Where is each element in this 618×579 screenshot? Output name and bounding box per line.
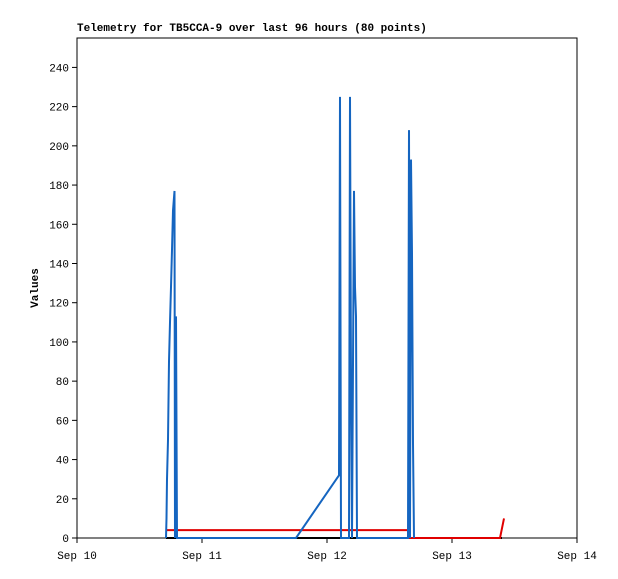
chart-title: Telemetry for TB5CCA-9 over last 96 hour… — [77, 23, 427, 35]
y-tick-label: 100 — [49, 338, 69, 350]
y-tick-label: 200 — [49, 142, 69, 154]
data-line — [166, 518, 505, 539]
y-tick-label: 220 — [49, 103, 69, 115]
y-tick-label: 180 — [49, 181, 69, 193]
x-tick-label: Sep 10 — [57, 551, 97, 563]
y-tick-label: 80 — [56, 377, 69, 389]
y-tick-label: 120 — [49, 299, 69, 311]
x-tick-label: Sep 11 — [182, 551, 222, 563]
y-tick-label: 240 — [49, 63, 69, 75]
y-tick-label: 40 — [56, 456, 69, 468]
plot-frame — [76, 37, 578, 539]
x-tick-label: Sep 14 — [557, 551, 597, 563]
x-tick-label: Sep 12 — [307, 551, 347, 563]
x-tick-label: Sep 13 — [432, 551, 472, 563]
y-tick-label: 0 — [62, 534, 69, 546]
y-axis-label: Values — [30, 268, 42, 308]
y-tick-label: 20 — [56, 495, 69, 507]
y-tick-label: 60 — [56, 416, 69, 428]
y-tick-label: 140 — [49, 259, 69, 271]
y-tick-label: 160 — [49, 220, 69, 232]
data-line — [165, 96, 415, 539]
